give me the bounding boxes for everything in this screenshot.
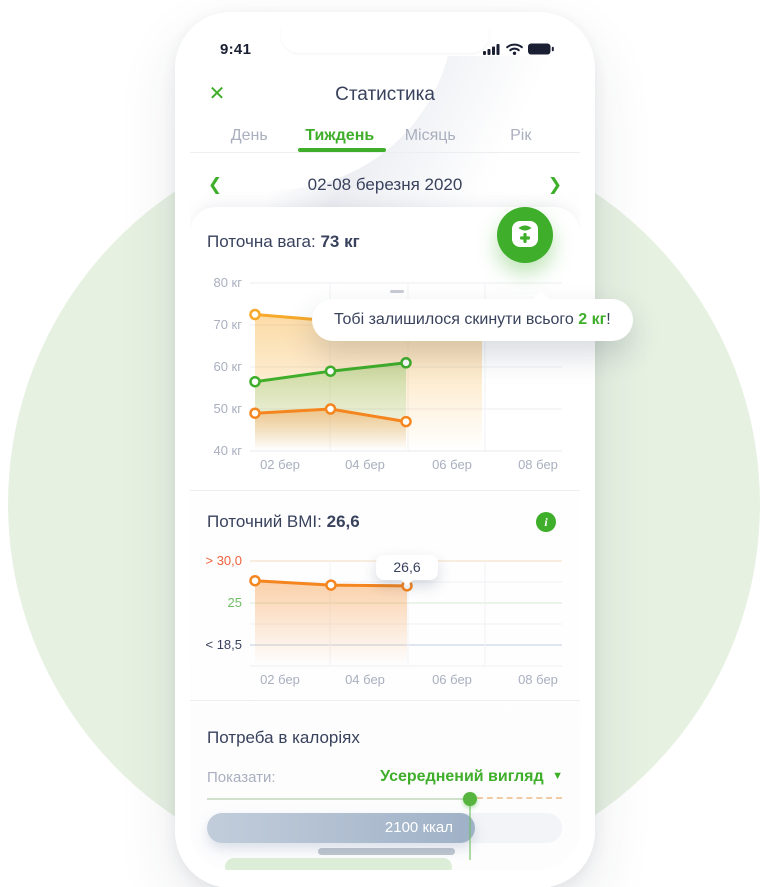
signal-icon: [483, 44, 500, 55]
svg-text:02 бер: 02 бер: [260, 457, 300, 472]
svg-text:04 бер: 04 бер: [345, 457, 385, 472]
active-tab-underline: [298, 148, 386, 152]
section-divider-2: [190, 700, 580, 701]
stacked-bar-gray: [318, 848, 455, 855]
stacked-bar-green: [225, 858, 452, 870]
date-range-label: 02-08 березня 2020: [307, 175, 463, 194]
weight-y-ticks: 80 кг 70 кг 60 кг 50 кг 40 кг: [213, 275, 242, 458]
chevron-left-icon[interactable]: ❮: [207, 175, 223, 194]
weight-tooltip-highlight: 2 кг: [578, 311, 607, 328]
bmi-title-prefix: Поточний BMI:: [207, 512, 322, 531]
svg-text:60 кг: 60 кг: [213, 359, 242, 374]
phone-screen: 9:41: [190, 28, 580, 870]
svg-text:02 бер: 02 бер: [260, 672, 300, 687]
bmi-chart: > 30,0 25 < 18,5 02 бер 04 бер 06 бер 08…: [205, 553, 562, 687]
bmi-y-ticks: > 30,0 25 < 18,5: [205, 553, 242, 652]
view-selector-row: Показати: Усереднений вигляд ▼: [207, 766, 563, 788]
weight-x-ticks: 02 бер 04 бер 06 бер 08 бер: [260, 457, 558, 472]
svg-text:> 30,0: > 30,0: [205, 553, 242, 568]
svg-text:80 кг: 80 кг: [213, 275, 242, 290]
add-weight-fab[interactable]: [497, 207, 553, 263]
bmi-x-ticks: 02 бер 04 бер 06 бер 08 бер: [260, 672, 558, 687]
date-navigation: ❮ 02-08 березня 2020 ❯: [190, 170, 580, 200]
bmi-point-tooltip-label: 26,6: [393, 559, 421, 575]
tabs-divider: [190, 152, 580, 153]
info-icon[interactable]: i: [536, 512, 556, 532]
calorie-bar[interactable]: 2100 ккал: [207, 813, 475, 843]
tab-day[interactable]: День: [230, 127, 268, 144]
close-icon[interactable]: ✕: [208, 83, 226, 105]
period-tabs: День Тиждень Місяць Рік: [190, 122, 580, 150]
tab-week[interactable]: Тиждень: [305, 127, 375, 144]
tab-month[interactable]: Місяць: [404, 127, 456, 144]
svg-text:< 18,5: < 18,5: [205, 637, 242, 652]
tab-year[interactable]: Рік: [510, 127, 532, 144]
calories-section-title: Потреба в калоріях: [207, 728, 360, 747]
phone-notch: [281, 28, 489, 53]
header: ✕ Статистика: [190, 80, 580, 110]
weight-tooltip-text: Тобі залишилося скинути всього: [334, 311, 579, 328]
caret-down-icon: ▼: [552, 770, 563, 782]
hidden-marker: [390, 290, 404, 293]
weight-chart: 80 кг 70 кг 60 кг 50 кг 40 кг 02 бер 04 …: [213, 275, 562, 472]
scale-add-icon: [512, 221, 538, 247]
section-divider-1: [190, 490, 580, 491]
svg-text:08 бер: 08 бер: [518, 457, 558, 472]
page-title: Статистика: [335, 84, 435, 105]
slider-track-right[interactable]: [477, 797, 562, 799]
svg-text:40 кг: 40 кг: [213, 443, 242, 458]
wifi-icon: [506, 43, 523, 55]
show-label: Показати:: [207, 768, 276, 786]
phone-frame: 9:41: [175, 12, 633, 887]
bmi-section-title: Поточний BMI: 26,6: [207, 512, 360, 532]
status-bar: 9:41: [190, 38, 580, 60]
view-selector-dropdown[interactable]: Усереднений вигляд ▼: [380, 768, 563, 786]
weight-title-prefix: Поточна вага:: [207, 232, 316, 251]
svg-text:06 бер: 06 бер: [432, 457, 472, 472]
bmi-tooltip-arrow: [400, 579, 414, 586]
slider-handle[interactable]: [463, 792, 477, 806]
svg-text:08 бер: 08 бер: [518, 672, 558, 687]
bmi-value: 26,6: [326, 512, 360, 531]
slider-track-left[interactable]: [207, 798, 470, 800]
status-icons: [483, 43, 554, 55]
slider-guide-line: [469, 800, 471, 860]
weight-value: 73 кг: [320, 232, 360, 251]
svg-text:06 бер: 06 бер: [432, 672, 472, 687]
bmi-point-tooltip: 26,6: [376, 555, 438, 586]
weight-tooltip-arrow: [532, 291, 550, 300]
status-time: 9:41: [220, 40, 252, 58]
svg-text:04 бер: 04 бер: [345, 672, 385, 687]
weight-section-title: Поточна вага: 73 кг: [207, 232, 360, 252]
chevron-right-icon[interactable]: ❯: [547, 175, 563, 194]
svg-text:25: 25: [228, 595, 242, 610]
svg-text:70 кг: 70 кг: [213, 317, 242, 332]
weight-tooltip-suffix: !: [606, 311, 611, 328]
view-selector-value: Усереднений вигляд: [380, 768, 544, 785]
weight-tooltip: Тобі залишилося скинути всього 2 кг!: [312, 291, 633, 341]
battery-icon: [528, 43, 554, 55]
svg-text:50 кг: 50 кг: [213, 401, 242, 416]
